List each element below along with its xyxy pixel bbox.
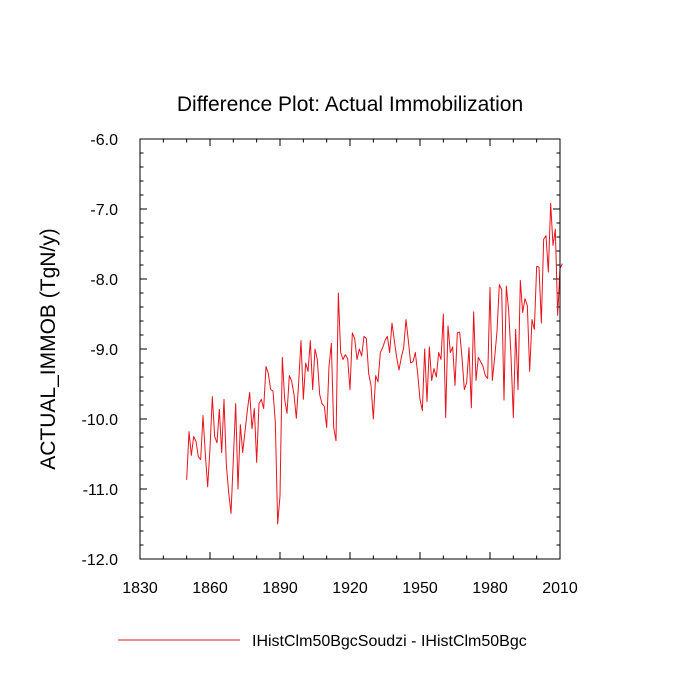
legend: IHistClm50BgcSoudzi - IHistClm50Bgc xyxy=(118,633,527,650)
x-tick-label: 1890 xyxy=(262,580,298,597)
y-axis-label: ACTUAL_IMMOB (TgN/y) xyxy=(37,228,60,470)
y-tick-label: -8.0 xyxy=(90,272,118,289)
x-tick-label: 1920 xyxy=(332,580,368,597)
y-tick-label: -10.0 xyxy=(82,412,119,429)
y-tick-label: -7.0 xyxy=(90,202,118,219)
x-tick-label: 1980 xyxy=(472,580,508,597)
x-tick-label: 1950 xyxy=(402,580,438,597)
x-tick-label: 2010 xyxy=(542,580,578,597)
plot-series xyxy=(186,202,563,525)
legend-label: IHistClm50BgcSoudzi - IHistClm50Bgc xyxy=(252,633,527,650)
x-tick-label: 1860 xyxy=(192,580,228,597)
y-tick-label: -6.0 xyxy=(90,132,118,149)
y-tick-label: -9.0 xyxy=(90,342,118,359)
series-line-0 xyxy=(186,202,563,525)
x-tick-label: 1830 xyxy=(122,580,158,597)
chart-title: Difference Plot: Actual Immobilization xyxy=(177,93,523,116)
plot-frame xyxy=(139,138,561,560)
axis-ticks xyxy=(139,138,561,560)
y-tick-label: -11.0 xyxy=(83,482,118,499)
axis-tick-labels: 1830 1860 1890 1920 1950 1980 2010 -12.0 -11.0 -1… xyxy=(82,132,578,597)
y-tick-label: -12.0 xyxy=(82,552,119,569)
